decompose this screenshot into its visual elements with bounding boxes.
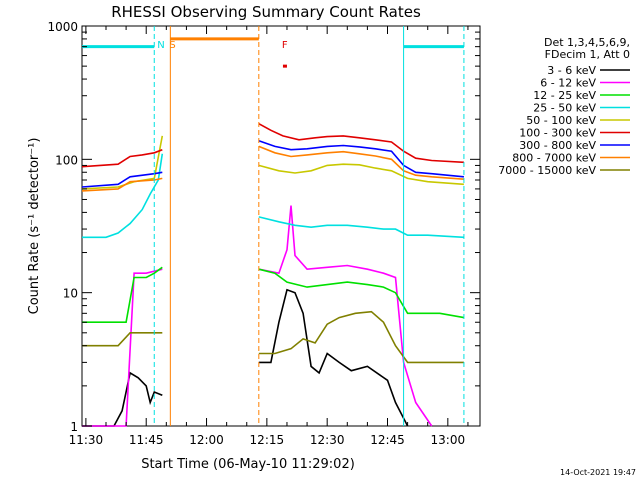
y-axis-label: Count Rate (s⁻¹ detector⁻¹) [27, 138, 42, 315]
series-0 [82, 288, 409, 427]
series-line [258, 268, 465, 319]
x-axis: 11:30 11:45 12:00 12:15 12:30 12:45 13:00 [69, 26, 469, 447]
timestamp: 14-Oct-2021 19:47 [560, 468, 636, 477]
legend-label: 3 - 6 keV [547, 64, 596, 77]
series-line [82, 371, 163, 427]
series-line [82, 268, 163, 427]
annotation-N: N [157, 40, 164, 51]
legend: Det 1,3,4,5,6,9, FDecim 1, Att 0 3 - 6 k… [498, 36, 630, 177]
y-tick-label: 1000 [47, 20, 78, 34]
x-tick-label: 11:30 [69, 433, 104, 447]
series-line [82, 331, 163, 347]
series-line [81, 177, 163, 192]
series-line [258, 145, 464, 180]
chart-title: RHESSI Observing Summary Count Rates [111, 3, 421, 21]
y-tick-label: 10 [63, 287, 78, 301]
series-7 [81, 145, 464, 192]
x-tick-label: 12:00 [189, 433, 224, 447]
series-line [82, 266, 163, 324]
series-line [81, 171, 163, 188]
series-1 [82, 205, 433, 427]
series-line [258, 205, 433, 427]
legend-label: 7000 - 15000 keV [498, 164, 596, 177]
x-tick-label: 11:45 [129, 433, 164, 447]
legend-label: 6 - 12 keV [540, 77, 596, 90]
plot-frame [81, 25, 481, 427]
x-tick-label: 12:45 [370, 433, 405, 447]
series-line [258, 139, 464, 178]
series-line [258, 163, 464, 186]
series-line [258, 288, 409, 427]
series-line [258, 216, 464, 239]
legend-label: 50 - 100 keV [526, 114, 596, 127]
series-line [81, 148, 163, 168]
annotation-F: F [282, 40, 288, 51]
legend-label: 12 - 25 keV [533, 89, 596, 102]
y-tick-label: 100 [55, 153, 78, 167]
series-line [258, 122, 464, 164]
series-2 [82, 266, 465, 324]
x-axis-label: Start Time (06-May-10 11:29:02) [141, 457, 355, 472]
x-tick-label: 13:00 [431, 433, 466, 447]
series-5 [81, 122, 464, 168]
y-tick-label: 1 [70, 420, 78, 434]
series-6 [81, 139, 464, 188]
marker-lines [153, 26, 465, 426]
series-group [81, 122, 465, 427]
legend-header-2: FDecim 1, Att 0 [545, 48, 630, 61]
x-tick-label: 12:30 [310, 433, 345, 447]
y-axis: 1 10 100 1000 [47, 20, 480, 434]
legend-label: 800 - 7000 keV [512, 152, 596, 165]
flag-bars [82, 37, 464, 68]
legend-label: 300 - 800 keV [519, 139, 596, 152]
legend-header-1: Det 1,3,4,5,6,9, [544, 36, 630, 49]
annotation-S: S [169, 40, 175, 51]
series-8 [82, 310, 464, 364]
series-line [258, 310, 464, 364]
x-tick-label: 12:15 [250, 433, 285, 447]
legend-label: 100 - 300 keV [519, 127, 596, 140]
series-3 [82, 153, 464, 239]
series-line [82, 153, 164, 239]
legend-label: 25 - 50 keV [533, 102, 596, 115]
